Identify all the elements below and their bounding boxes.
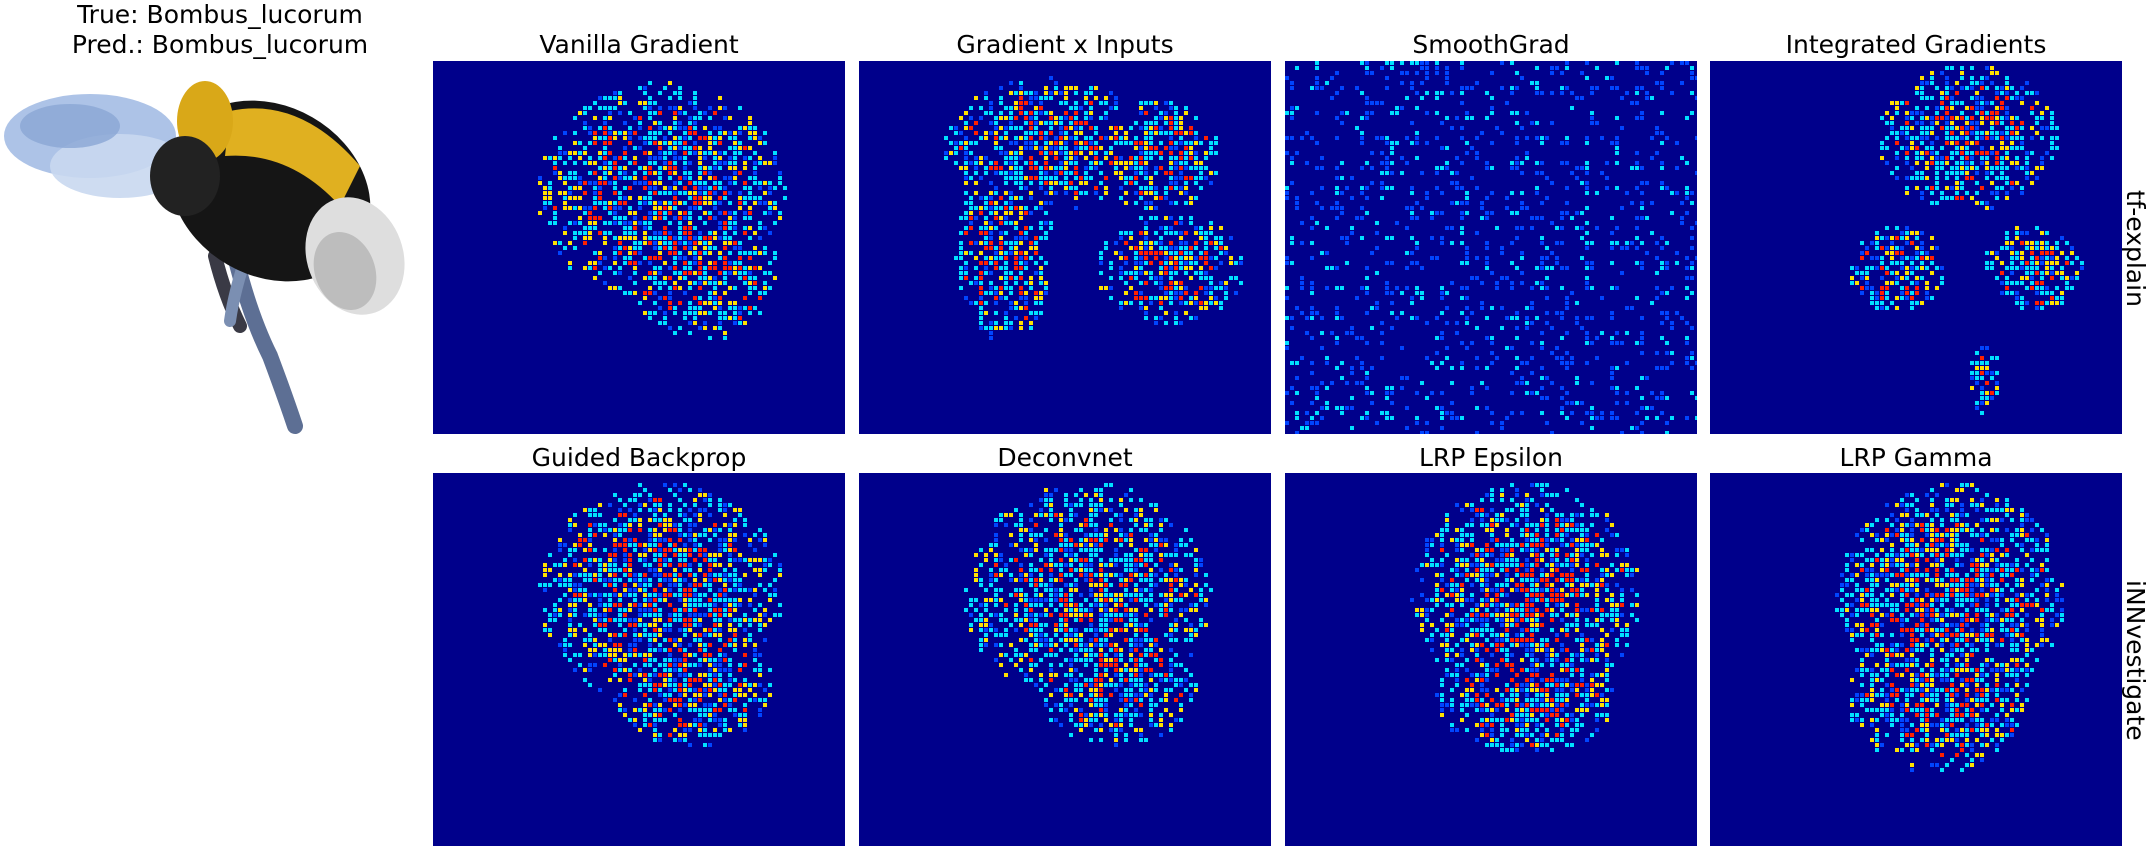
input-image [0, 56, 420, 436]
heatmap-pixels [1285, 61, 1697, 434]
panel-title: Integrated Gradients [1785, 30, 2047, 59]
heatmap-panel [1710, 61, 2122, 434]
heatmap-pixels [964, 483, 1213, 747]
heatmap-panel [859, 473, 1271, 846]
pred-label: Pred.: Bombus_lucorum [71, 30, 369, 59]
heatmap-panel [1710, 473, 2122, 846]
panel-title: Gradient x Inputs [956, 30, 1174, 59]
heatmap-panel [1285, 61, 1697, 434]
panel-title: LRP Gamma [1839, 443, 1993, 472]
heatmap-pixels [538, 81, 787, 340]
panel-title: LRP Epsilon [1418, 443, 1564, 472]
heatmap-panel [433, 473, 845, 846]
panel-title: Vanilla Gradient [539, 30, 739, 59]
row-label-tf-explain: tf-explain [2121, 190, 2150, 307]
row-label-innvestigate: iNNvestigate [2121, 580, 2150, 741]
heatmap-panel [433, 61, 845, 434]
heatmap-panel [859, 61, 1271, 434]
true-label: True: Bombus_lucorum [77, 0, 363, 29]
heatmap-pixels [1850, 66, 2084, 415]
heatmap-pixels [538, 483, 782, 747]
heatmap-pixels [1835, 483, 2064, 772]
bumblebee-image [4, 81, 405, 434]
heatmap-pixels [944, 76, 1243, 340]
heatmap-panel [1285, 473, 1697, 846]
panel-title: Deconvnet [997, 443, 1133, 472]
panel-title: Guided Backprop [531, 443, 747, 472]
prediction-header: True: Bombus_lucorum Pred.: Bombus_lucor… [0, 0, 440, 60]
panel-title: SmoothGrad [1412, 30, 1570, 59]
heatmap-pixels [1410, 483, 1639, 752]
